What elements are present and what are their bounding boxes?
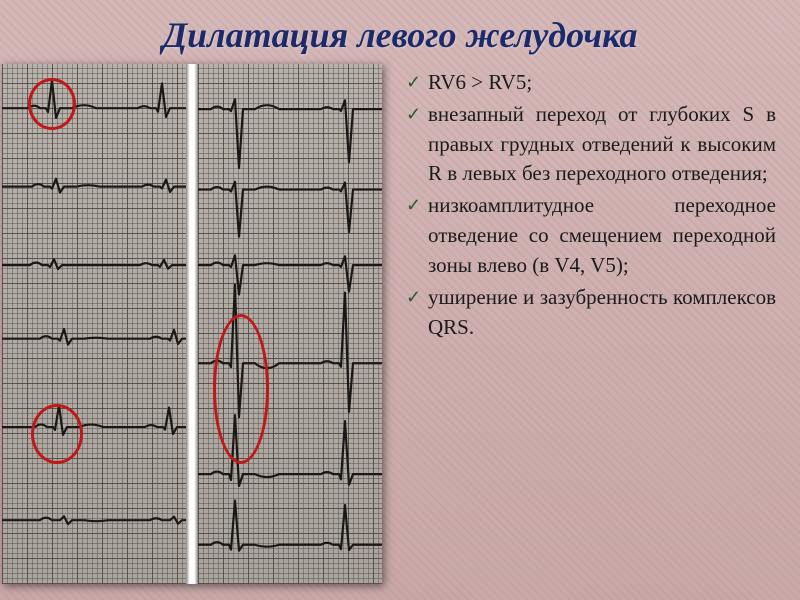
- content-row: RV6 > RV5;внезапный переход от глубоких …: [0, 64, 800, 594]
- ecg-traces-left: [2, 64, 186, 584]
- criteria-item: низкоамплитудное переходное отведение со…: [406, 191, 776, 280]
- ecg-lead-trace: [198, 501, 382, 551]
- ecg-highlight-circle: [213, 314, 269, 464]
- ecg-lead-trace: [198, 255, 382, 294]
- ecg-panel: [2, 64, 382, 584]
- ecg-lead-trace: [2, 405, 186, 434]
- slide-title: Дилатация левого желудочка: [0, 0, 800, 64]
- ecg-lead-trace: [2, 329, 186, 345]
- criteria-list: RV6 > RV5;внезапный переход от глубоких …: [406, 68, 776, 342]
- criteria-item: RV6 > RV5;: [406, 68, 776, 98]
- ecg-lead-trace: [2, 516, 186, 524]
- ecg-lead-trace: [2, 259, 186, 269]
- ecg-lead-trace: [198, 99, 382, 168]
- criteria-item: уширение и зазубренность комплексов QRS.: [406, 283, 776, 343]
- ecg-lead-trace: [198, 182, 382, 237]
- ecg-column-right: [198, 64, 382, 584]
- ecg-column-left: [2, 64, 186, 584]
- ecg-lead-trace: [2, 179, 186, 193]
- ecg-highlight-circle: [31, 404, 83, 464]
- ecg-highlight-circle: [28, 78, 76, 130]
- ecg-divider: [186, 64, 198, 584]
- criteria-item: внезапный переход от глубоких S в правых…: [406, 100, 776, 189]
- text-panel: RV6 > RV5;внезапный переход от глубоких …: [396, 64, 780, 584]
